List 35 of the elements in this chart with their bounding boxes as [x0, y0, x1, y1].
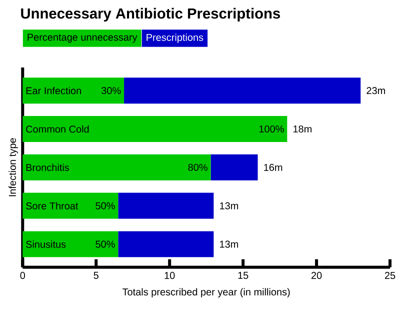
bar — [124, 77, 361, 104]
annotation: 30% — [101, 86, 121, 94]
y-tick-label: Sore Throat — [26, 202, 78, 210]
x-tick-label: 15 — [238, 272, 248, 279]
x-tick-label: 10 — [164, 272, 175, 279]
x-tick-label: 0 — [20, 272, 26, 279]
x-tick-label: 20 — [311, 272, 322, 279]
chart-title: Unnecessary Antibiotic Prescriptions — [21, 8, 280, 22]
y-tick-label: Common Cold — [26, 125, 89, 132]
x-axis-title: Totals prescribed per year (in millions) — [122, 288, 290, 298]
text: Prescriptions — [146, 33, 204, 43]
bar — [118, 192, 214, 219]
bar — [22, 77, 124, 104]
y-axis-title: Infection type — [8, 138, 18, 196]
annotation: 100% — [259, 125, 284, 132]
total-label: 13m — [220, 202, 238, 210]
y-tick-label: Ear Infection — [26, 86, 81, 94]
text: Percentage unnecessary — [28, 34, 138, 43]
x-tick-label: 25 — [384, 272, 396, 279]
annotation: 80% — [188, 164, 208, 171]
bar — [22, 154, 211, 180]
total-label: 16m — [264, 164, 282, 171]
bar — [118, 230, 214, 257]
total-label: 13m — [220, 240, 238, 248]
annotation: 50% — [96, 240, 115, 248]
total-label: 23m — [366, 86, 385, 94]
bar — [22, 230, 118, 257]
total-label: 18m — [293, 125, 312, 132]
bar — [22, 116, 288, 142]
x-tick-label: 5 — [94, 272, 98, 279]
y-tick-label: Bronchitis — [26, 164, 70, 171]
annotation: 50% — [96, 202, 115, 210]
y-tick-label: Sinusitus — [26, 240, 66, 248]
bar — [22, 192, 118, 219]
bar — [210, 154, 258, 180]
